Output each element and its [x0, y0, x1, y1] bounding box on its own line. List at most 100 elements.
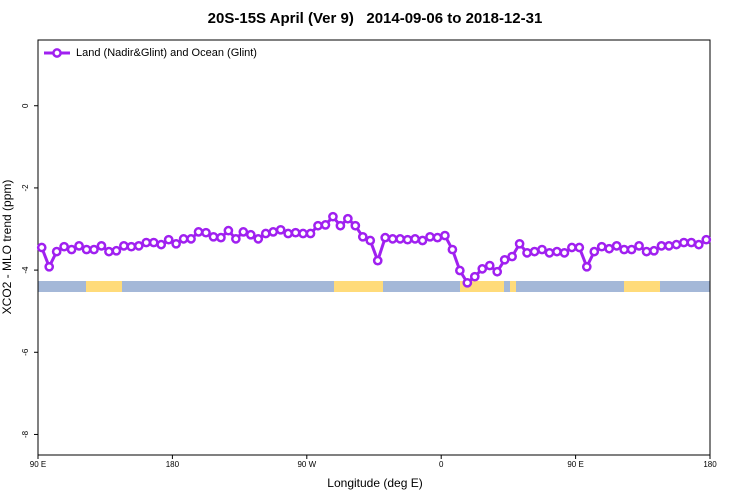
x-tick-label: 90 W: [297, 460, 316, 469]
data-point: [51, 246, 62, 257]
data-point: [44, 261, 55, 272]
data-point: [283, 228, 293, 239]
data-point: [484, 260, 495, 271]
data-point: [156, 239, 167, 250]
data-point: [372, 255, 383, 266]
data-point: [432, 232, 443, 243]
data-point: [74, 241, 84, 251]
land-patch: [334, 281, 383, 292]
data-point: [626, 244, 637, 255]
data-point: [89, 244, 99, 255]
data-point: [193, 227, 204, 237]
data-point: [253, 234, 264, 244]
x-tick-label: 180: [166, 460, 180, 469]
data-point: [81, 244, 92, 255]
data-point: [223, 225, 234, 236]
surface-band: [38, 281, 710, 292]
legend-marker: [52, 48, 62, 58]
data-point: [596, 241, 607, 252]
data-point: [567, 242, 577, 253]
data-point: [133, 241, 144, 251]
y-tick-label: 0: [21, 103, 30, 108]
data-point: [559, 247, 570, 258]
data-point: [328, 211, 338, 222]
data-point: [163, 234, 174, 245]
data-point: [574, 242, 585, 253]
data-point: [522, 247, 532, 258]
data-point: [305, 228, 316, 239]
data-point: [529, 246, 540, 257]
y-tick-label: -2: [21, 184, 30, 192]
data-point: [96, 241, 107, 251]
data-point: [387, 234, 398, 244]
data-point: [148, 237, 159, 248]
data-point: [686, 237, 697, 248]
data-point: [425, 231, 435, 242]
data-point: [455, 265, 465, 276]
data-point: [380, 232, 391, 243]
data-point: [260, 228, 271, 239]
data-point: [671, 239, 682, 250]
data-point: [111, 245, 122, 256]
data-point: [216, 232, 226, 243]
data-point: [178, 234, 189, 244]
y-tick-label: -6: [21, 348, 30, 356]
data-point: [641, 246, 652, 257]
y-tick-label: -8: [21, 430, 30, 438]
data-point: [537, 244, 547, 255]
data-point: [343, 213, 353, 224]
data-point: [36, 242, 47, 253]
data-point: [335, 220, 346, 231]
data-point: [604, 243, 615, 254]
data-point: [634, 241, 644, 251]
data-point: [589, 246, 600, 257]
data-point: [581, 261, 592, 272]
data-point: [357, 231, 368, 242]
data-point: [66, 244, 77, 255]
data-point: [59, 241, 69, 252]
data-point: [469, 271, 480, 282]
land-patch: [510, 281, 516, 292]
land-patch: [624, 281, 660, 292]
data-point: [492, 266, 503, 277]
data-point: [395, 234, 405, 244]
data-point: [245, 229, 256, 240]
legend-item: Land (Nadir&Glint) and Ocean (Glint): [44, 47, 257, 59]
data-point: [664, 241, 674, 251]
data-point: [552, 246, 562, 257]
data-point: [186, 234, 196, 244]
data-point: [447, 244, 458, 255]
data-point: [126, 241, 137, 252]
data-point: [410, 234, 420, 244]
data-point: [231, 234, 241, 244]
data-point: [611, 241, 622, 251]
data-point: [544, 247, 555, 258]
data-point: [679, 237, 689, 248]
data-point: [104, 246, 114, 257]
data-point: [701, 234, 712, 245]
data-point: [462, 277, 473, 288]
data-point: [365, 235, 376, 246]
data-point: [313, 220, 323, 231]
land-patch: [86, 281, 122, 292]
x-tick-label: 90 E: [567, 460, 583, 469]
data-point: [350, 220, 361, 231]
data-point: [417, 235, 428, 246]
legend-label: Land (Nadir&Glint) and Ocean (Glint): [76, 47, 257, 59]
chart-title: 20S-15S April (Ver 9) 2014-09-06 to 2018…: [208, 10, 543, 27]
data-point: [499, 254, 510, 265]
land-patch: [460, 281, 504, 292]
data-point: [208, 231, 219, 242]
data-point: [268, 227, 279, 237]
data-point: [649, 245, 659, 256]
y-tick-label: -4: [21, 266, 30, 274]
data-point: [298, 228, 308, 239]
data-point: [320, 220, 331, 230]
y-axis-label: XCO2 - MLO trend (ppm): [0, 180, 14, 315]
data-point: [238, 227, 249, 237]
data-point: [201, 227, 211, 238]
x-tick-label: 0: [439, 460, 444, 469]
data-point: [656, 241, 667, 251]
x-tick-label: 90 E: [30, 460, 46, 469]
